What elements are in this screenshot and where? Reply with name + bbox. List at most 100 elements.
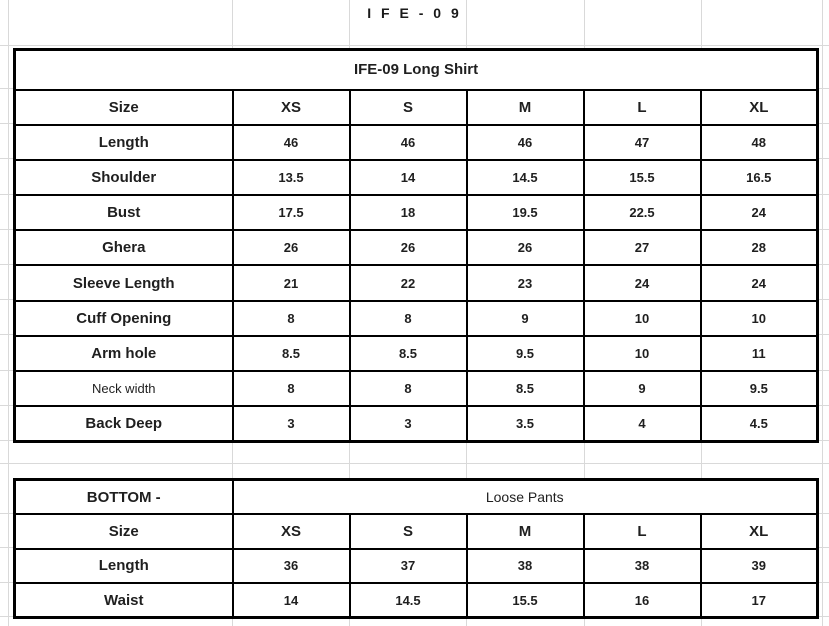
cell-value: 9 [465, 299, 585, 337]
size-col-l: L [582, 88, 702, 126]
cell-value: 24 [699, 194, 819, 232]
size-col-xl: XL [699, 88, 819, 126]
measurement-row: Cuff Opening 8 8 9 10 10 [13, 299, 819, 337]
bottom-size-header-row: Size XS S M L XL [13, 513, 819, 550]
cell-value: 14.5 [465, 158, 585, 197]
cell-value: 4 [582, 405, 702, 443]
measurement-row: Bust 17.5 18 19.5 22.5 24 [13, 194, 819, 232]
cell-value: 14 [231, 582, 351, 619]
cell-value: 46 [348, 123, 468, 161]
size-col-m: M [465, 88, 585, 126]
cell-value: 9 [582, 369, 702, 408]
cell-value: 27 [582, 229, 702, 267]
measurement-row: Waist 14 14.5 15.5 16 17 [13, 582, 819, 619]
cell-value: 24 [582, 264, 702, 302]
row-label: Bust [13, 194, 234, 232]
row-label: Waist [13, 582, 234, 619]
cell-value: 17 [699, 582, 819, 619]
page-title: I F E - 0 9 [367, 5, 462, 21]
cell-value: 22.5 [582, 194, 702, 232]
size-col-l: L [582, 513, 702, 550]
measurement-row: Shoulder 13.5 14 14.5 15.5 16.5 [13, 158, 819, 197]
size-header-cell: Size [13, 513, 234, 550]
cell-value: 8.5 [348, 334, 468, 373]
shirt-size-header-row: Size XS S M L XL [13, 88, 819, 126]
row-label: Neck width [13, 369, 234, 408]
cell-value: 38 [465, 547, 585, 584]
bottom-label-header: BOTTOM - [13, 478, 234, 515]
cell-value: 22 [348, 264, 468, 302]
cell-value: 8 [231, 369, 351, 408]
cell-value: 19.5 [465, 194, 585, 232]
cell-value: 10 [699, 299, 819, 337]
cell-value: 10 [582, 334, 702, 373]
row-label: Back Deep [13, 405, 234, 443]
cell-value: 36 [231, 547, 351, 584]
size-col-xl: XL [699, 513, 819, 550]
cell-value: 8 [231, 299, 351, 337]
gridline-horizontal [0, 45, 829, 46]
measurement-row: Back Deep 3 3 3.5 4 4.5 [13, 405, 819, 443]
cell-value: 26 [465, 229, 585, 267]
cell-value: 10 [582, 299, 702, 337]
bottom-table-title: Loose Pants [231, 478, 819, 515]
cell-value: 24 [699, 264, 819, 302]
cell-value: 8 [348, 299, 468, 337]
cell-value: 9.5 [699, 369, 819, 408]
size-col-s: S [348, 513, 468, 550]
cell-value: 26 [231, 229, 351, 267]
cell-value: 48 [699, 123, 819, 161]
cell-value: 3.5 [465, 405, 585, 443]
cell-value: 47 [582, 123, 702, 161]
shirt-table-title: IFE-09 Long Shirt [13, 48, 819, 91]
cell-value: 11 [699, 334, 819, 373]
cell-value: 15.5 [465, 582, 585, 619]
cell-value: 14 [348, 158, 468, 197]
cell-value: 9.5 [465, 334, 585, 373]
size-col-m: M [465, 513, 585, 550]
size-col-xs: XS [231, 513, 351, 550]
row-label: Arm hole [13, 334, 234, 373]
row-label: Cuff Opening [13, 299, 234, 337]
shirt-table-title-row: IFE-09 Long Shirt [13, 48, 819, 91]
cell-value: 17.5 [231, 194, 351, 232]
gridline-vertical [822, 0, 823, 626]
cell-value: 3 [348, 405, 468, 443]
cell-value: 13.5 [231, 158, 351, 197]
cell-value: 4.5 [699, 405, 819, 443]
cell-value: 39 [699, 547, 819, 584]
cell-value: 8.5 [465, 369, 585, 408]
cell-value: 21 [231, 264, 351, 302]
cell-value: 28 [699, 229, 819, 267]
bottom-table-title-row: BOTTOM - Loose Pants [13, 478, 819, 515]
cell-value: 46 [465, 123, 585, 161]
cell-value: 18 [348, 194, 468, 232]
size-col-s: S [348, 88, 468, 126]
row-label: Length [13, 123, 234, 161]
cell-value: 46 [231, 123, 351, 161]
bottom-size-table: BOTTOM - Loose Pants Size XS S M L XL Le… [13, 478, 820, 619]
row-label: Length [13, 547, 234, 584]
measurement-row: Length 36 37 38 38 39 [13, 547, 819, 584]
row-label: Ghera [13, 229, 234, 267]
cell-value: 3 [231, 405, 351, 443]
cell-value: 16.5 [699, 158, 819, 197]
cell-value: 15.5 [582, 158, 702, 197]
measurement-row: Length 46 46 46 47 48 [13, 123, 819, 161]
cell-value: 8.5 [231, 334, 351, 373]
cell-value: 23 [465, 264, 585, 302]
cell-value: 8 [348, 369, 468, 408]
measurement-row: Arm hole 8.5 8.5 9.5 10 11 [13, 334, 819, 373]
size-header-cell: Size [13, 88, 234, 126]
row-label: Sleeve Length [13, 264, 234, 302]
shirt-size-table: IFE-09 Long Shirt Size XS S M L XL Lengt… [13, 48, 820, 443]
measurement-row: Ghera 26 26 26 27 28 [13, 229, 819, 267]
cell-value: 14.5 [348, 582, 468, 619]
gridline-horizontal [0, 463, 829, 464]
row-label: Shoulder [13, 158, 234, 197]
measurement-row: Neck width 8 8 8.5 9 9.5 [13, 369, 819, 408]
measurement-row: Sleeve Length 21 22 23 24 24 [13, 264, 819, 302]
size-col-xs: XS [231, 88, 351, 126]
cell-value: 38 [582, 547, 702, 584]
